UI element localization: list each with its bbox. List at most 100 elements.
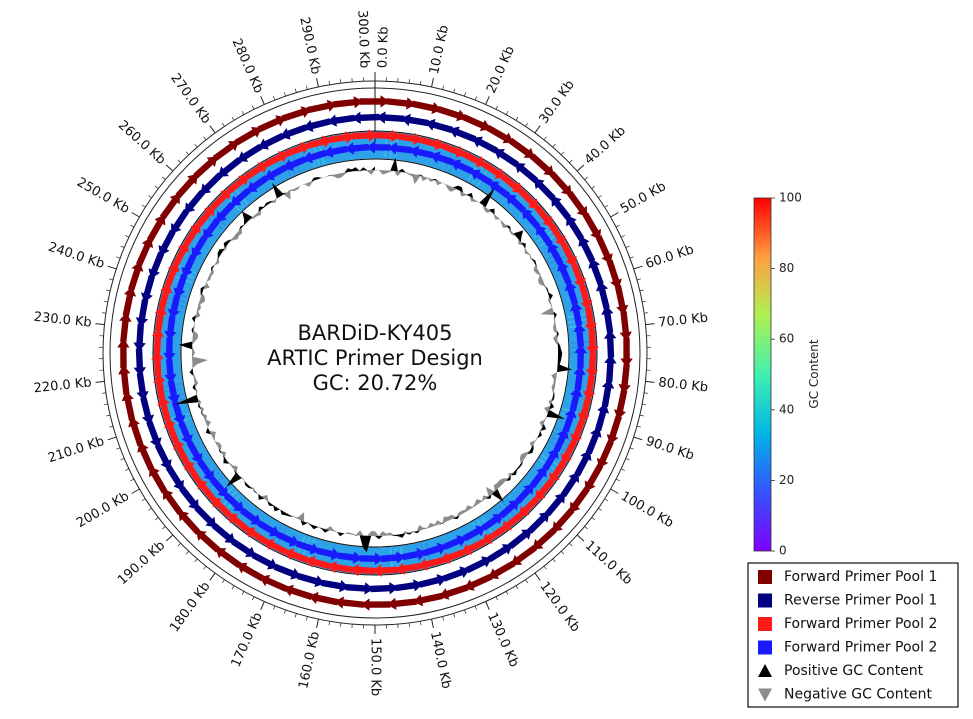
reverse-primer-pool-1 <box>566 215 585 241</box>
minor-tick <box>103 300 108 303</box>
forward-primer-pool-2-red <box>500 173 523 193</box>
forward-primer-pool-2-blue <box>443 535 467 550</box>
major-tick <box>260 601 265 610</box>
major-tick <box>209 572 216 581</box>
reverse-primer-pool-1 <box>211 522 236 544</box>
minor-tick <box>453 88 456 93</box>
forward-primer-pool-2-blue <box>186 440 203 464</box>
reverse-primer-pool-1 <box>508 529 532 550</box>
minor-tick <box>636 278 641 281</box>
forward-primer-pool-2-blue <box>295 540 320 555</box>
major-tick <box>431 618 434 628</box>
tick-label: 110.0 Kb <box>582 538 635 588</box>
reverse-primer-pool-1 <box>273 563 301 580</box>
forward-primer-pool-1 <box>595 235 613 264</box>
minor-tick <box>103 403 108 406</box>
forward-primer-pool-2-red <box>244 162 269 180</box>
forward-primer-pool-2-blue <box>574 344 587 369</box>
forward-primer-pool-1 <box>619 311 632 342</box>
reverse-primer-pool-1 <box>442 566 470 582</box>
reverse-primer-pool-1 <box>527 511 550 534</box>
forward-primer-pool-2-red <box>396 132 423 145</box>
reverse-primer-pool-1 <box>601 378 615 407</box>
forward-primer-pool-1 <box>117 338 130 369</box>
forward-primer-pool-2-red <box>306 135 333 149</box>
legend-swatch <box>758 570 772 584</box>
forward-primer-pool-1 <box>360 598 391 611</box>
major-tick <box>316 618 319 628</box>
tick-label: 70.0 Kb <box>658 311 709 331</box>
forward-primer-pool-2-blue <box>488 181 511 199</box>
forward-primer-pool-2-blue <box>562 408 577 433</box>
forward-primer-pool-2-red <box>283 548 310 564</box>
forward-primer-pool-2-blue <box>402 548 427 561</box>
legend: Forward Primer Pool 1 Reverse Primer Pool… <box>747 562 959 708</box>
minor-tick <box>442 85 444 90</box>
forward-primer-pool-1 <box>212 140 239 162</box>
forward-primer-pool-2-blue <box>163 337 176 362</box>
forward-primer-pool-2-blue <box>359 552 384 565</box>
forward-primer-pool-1 <box>234 127 262 146</box>
forward-primer-pool-2-blue <box>239 507 262 525</box>
reverse-primer-pool-1 <box>533 178 556 201</box>
forward-primer-pool-2-red <box>586 329 599 356</box>
legend-label: Negative GC Content <box>784 687 933 703</box>
forward-primer-pool-2-blue <box>387 142 413 155</box>
minor-tick <box>194 143 198 148</box>
forward-primer-pool-2-red <box>263 539 289 556</box>
forward-primer-pool-1 <box>437 106 467 122</box>
tick-label: 140.0 Kb <box>427 630 454 690</box>
legend-label: Positive GC Content <box>784 663 924 679</box>
minor-tick <box>604 204 609 208</box>
forward-primer-pool-2-blue <box>380 551 406 564</box>
forward-primer-pool-1 <box>128 416 144 447</box>
forward-primer-pool-2-red <box>183 222 201 247</box>
forward-primer-pool-2-blue <box>470 169 493 186</box>
forward-primer-pool-1 <box>385 97 416 110</box>
major-tick <box>485 601 490 610</box>
forward-primer-pool-1 <box>359 95 390 108</box>
minor-tick <box>241 591 245 596</box>
forward-primer-pool-1 <box>386 597 417 610</box>
colorbar-tick-label: 100 <box>779 191 802 205</box>
minor-tick <box>154 517 159 521</box>
forward-primer-pool-2-red <box>327 561 354 574</box>
forward-primer-pool-1 <box>119 312 132 343</box>
tick-label: 240.0 Kb <box>46 240 106 272</box>
minor-tick <box>584 176 588 180</box>
forward-primer-pool-2-blue <box>164 358 177 384</box>
minor-tick <box>464 92 467 97</box>
legend-triangle-up-icon <box>758 664 772 677</box>
forward-primer-pool-2-blue <box>570 301 583 326</box>
minor-tick <box>251 596 255 601</box>
major-tick <box>107 436 117 441</box>
minor-tick <box>154 185 159 189</box>
tick-label: 30.0 Kb <box>536 78 577 127</box>
forward-primer-pool-1 <box>259 574 288 592</box>
minor-tick <box>203 565 207 570</box>
minor-tick <box>148 507 152 511</box>
forward-primer-pool-2-red <box>195 205 215 228</box>
tick-label: 190.0 Kb <box>115 538 168 588</box>
forward-primer-pool-1 <box>159 193 180 220</box>
forward-primer-pool-1 <box>411 100 442 115</box>
tick-label: 130.0 Kb <box>484 610 521 669</box>
forward-primer-pool-2-blue <box>422 542 448 557</box>
forward-primer-pool-2-red <box>481 526 506 544</box>
minor-tick <box>442 616 444 621</box>
minor-tick <box>644 392 649 394</box>
forward-primer-pool-2-red <box>305 555 331 570</box>
colorbar-tick-label: 80 <box>779 261 794 275</box>
minor-tick <box>141 498 146 502</box>
minor-tick <box>273 605 276 610</box>
reverse-primer-pool-1 <box>465 556 492 574</box>
forward-primer-pool-2-blue <box>462 525 486 542</box>
minor-tick <box>241 110 245 115</box>
tick-label: 260.0 Kb <box>115 118 168 168</box>
forward-primer-pool-2-red <box>395 562 422 575</box>
minor-tick <box>629 256 634 259</box>
forward-primer-pool-2-blue <box>173 273 188 298</box>
tick-label: 230.0 Kb <box>33 310 92 331</box>
major-tick <box>610 212 619 218</box>
minor-tick <box>552 558 556 563</box>
